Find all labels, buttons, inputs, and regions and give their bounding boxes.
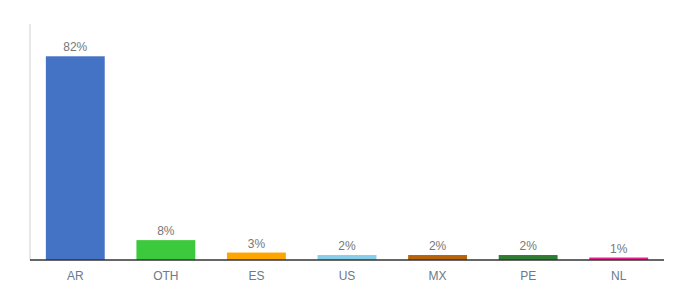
x-tick-label: PE: [520, 269, 536, 283]
x-tick-label: NL: [611, 269, 627, 283]
data-label: 2%: [429, 239, 447, 253]
x-tick-label: OTH: [153, 269, 178, 283]
data-label: 2%: [338, 239, 356, 253]
data-label: 1%: [610, 242, 628, 256]
data-label: 8%: [157, 224, 175, 238]
x-tick-label: ES: [248, 269, 264, 283]
data-label: 82%: [63, 40, 87, 54]
x-tick-label: US: [339, 269, 356, 283]
bar: [227, 253, 286, 260]
x-tick-label: MX: [429, 269, 447, 283]
x-axis-line: [30, 259, 664, 261]
bar: [46, 56, 105, 260]
x-tick-label: AR: [67, 269, 84, 283]
bar: [136, 240, 195, 260]
y-axis-line: [30, 24, 31, 260]
data-label: 3%: [248, 237, 266, 251]
data-label: 2%: [519, 239, 537, 253]
data-labels: 82% 8% 3% 2% 2% 2% 1%: [63, 40, 627, 255]
chart: 82% 8% 3% 2% 2% 2% 1% AR OTH ES US MX PE NL: [0, 0, 680, 300]
x-tick-labels: AR OTH ES US MX PE NL: [67, 269, 627, 283]
bars: [46, 56, 648, 260]
chart-container: 82% 8% 3% 2% 2% 2% 1% AR OTH ES US MX PE NL: [0, 0, 680, 300]
